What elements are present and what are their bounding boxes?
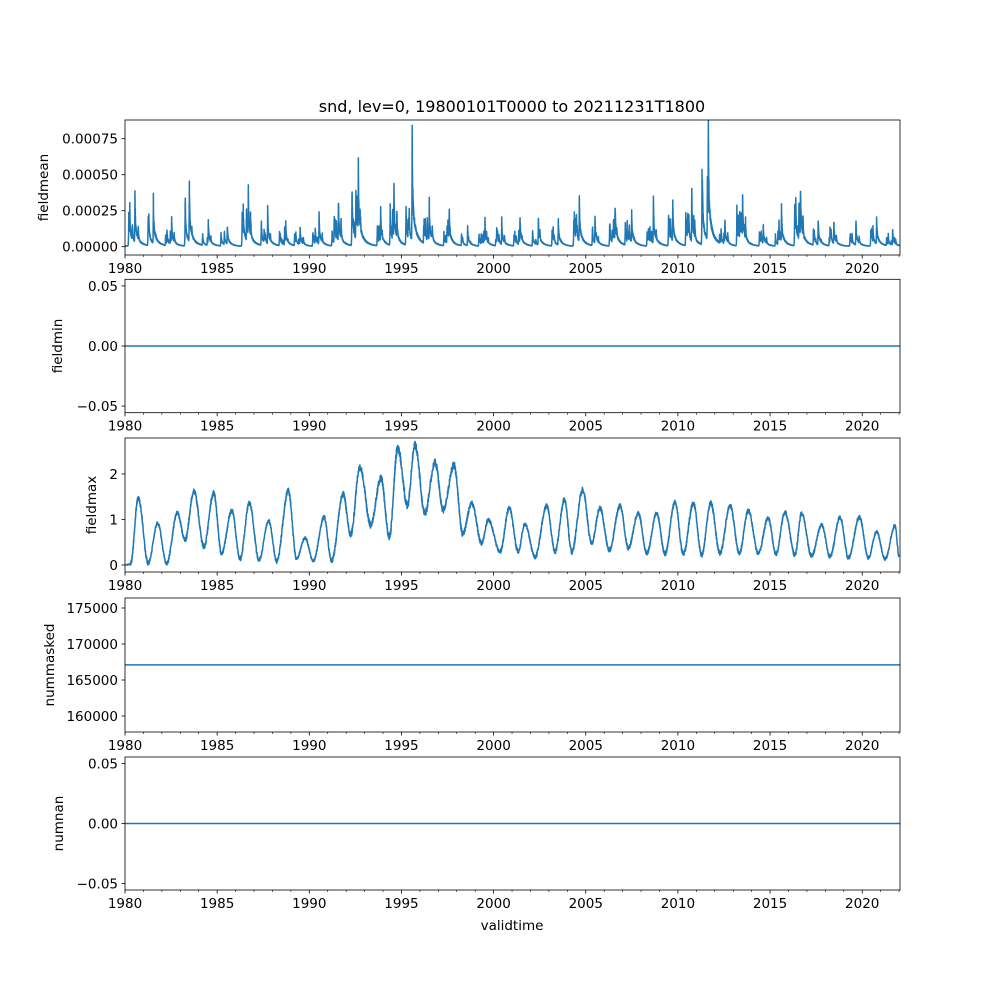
x-tick-label: 2020 bbox=[845, 419, 879, 435]
y-tick-label: 0.00075 bbox=[62, 132, 118, 148]
x-tick-label: 2005 bbox=[569, 896, 603, 912]
y-tick-label: 0.00 bbox=[88, 817, 118, 833]
x-tick-label: 1980 bbox=[108, 578, 142, 594]
x-tick-label: 1990 bbox=[292, 578, 326, 594]
y-tick-label: 160000 bbox=[66, 709, 118, 725]
x-tick-label: 2015 bbox=[753, 261, 787, 277]
y-tick-label: 0 bbox=[109, 558, 118, 574]
x-tick-label: 2015 bbox=[753, 896, 787, 912]
x-tick-label: 2020 bbox=[845, 738, 879, 754]
x-tick-label: 2005 bbox=[569, 261, 603, 277]
y-tick-label: 1 bbox=[109, 512, 118, 528]
x-axis-label: validtime bbox=[481, 918, 544, 934]
x-tick-label: 2010 bbox=[661, 261, 695, 277]
x-tick-label: 1995 bbox=[384, 419, 418, 435]
y-tick-label: −0.05 bbox=[77, 399, 118, 415]
x-tick-label: 1990 bbox=[292, 896, 326, 912]
y-tick-label: 0.00050 bbox=[62, 168, 118, 184]
y-axis-label: fieldmean bbox=[36, 154, 52, 221]
x-tick-label: 2010 bbox=[661, 896, 695, 912]
x-tick-label: 1980 bbox=[108, 261, 142, 277]
x-tick-label: 1985 bbox=[200, 261, 234, 277]
x-tick-label: 1985 bbox=[200, 419, 234, 435]
subplot-nummasked: 1980 1985 1990 1995 2000 2005 2010 2015 2020 1600… bbox=[42, 597, 901, 754]
x-tick-label: 2005 bbox=[569, 578, 603, 594]
x-tick-label: 1990 bbox=[292, 738, 326, 754]
y-tick-label: 0.00025 bbox=[62, 204, 118, 220]
y-tick-label: 0.00 bbox=[88, 339, 118, 355]
axes-frame bbox=[124, 437, 901, 573]
x-tick-label: 2000 bbox=[476, 419, 510, 435]
x-tick-label: 2015 bbox=[753, 738, 787, 754]
x-tick-label: 1990 bbox=[292, 261, 326, 277]
x-tick-label: 1990 bbox=[292, 419, 326, 435]
x-tick-label: 2000 bbox=[476, 738, 510, 754]
x-tick-label: 1995 bbox=[384, 578, 418, 594]
x-tick-label: 2015 bbox=[753, 419, 787, 435]
y-tick-label: 175000 bbox=[66, 601, 118, 617]
x-tick-label: 2020 bbox=[845, 896, 879, 912]
x-tick-label: 1995 bbox=[384, 738, 418, 754]
x-tick-label: 1995 bbox=[384, 261, 418, 277]
x-tick-label: 1980 bbox=[108, 896, 142, 912]
y-tick-label: −0.05 bbox=[77, 876, 118, 892]
x-tick-label: 2010 bbox=[661, 578, 695, 594]
subplot-fieldmax: 1980 1985 1990 1995 2000 2005 2010 2015 2020 0 1 2f… bbox=[84, 437, 901, 594]
chart-title: snd, lev=0, 19800101T0000 to 20211231T18… bbox=[319, 97, 705, 116]
subplot-numnan: 1980 1985 1990 1995 2000 2005 2010 2015 2020 −0.0… bbox=[51, 757, 901, 912]
subplot-fieldmean: 1980 1985 1990 1995 2000 2005 2010 2015 2020 0.00… bbox=[36, 119, 901, 277]
y-axis-label: numnan bbox=[51, 796, 67, 852]
axes-frame bbox=[124, 119, 901, 256]
x-tick-label: 2005 bbox=[569, 419, 603, 435]
x-tick-label: 1980 bbox=[108, 738, 142, 754]
y-tick-label: 170000 bbox=[66, 637, 118, 653]
x-tick-label: 2010 bbox=[661, 419, 695, 435]
y-axis-label: fieldmin bbox=[50, 319, 66, 374]
subplot-fieldmin: 1980 1985 1990 1995 2000 2005 2010 2015 2020 −0.0… bbox=[50, 278, 901, 435]
y-tick-label: 0.05 bbox=[88, 757, 118, 773]
y-tick-label: 2 bbox=[109, 467, 118, 483]
series-line-fieldmax bbox=[125, 440, 900, 566]
y-tick-label: 0.05 bbox=[88, 279, 118, 295]
x-tick-label: 2000 bbox=[476, 578, 510, 594]
x-tick-label: 2005 bbox=[569, 738, 603, 754]
axes-frame bbox=[124, 597, 901, 733]
y-tick-label: 165000 bbox=[66, 673, 118, 689]
y-tick-label: 0.00000 bbox=[62, 240, 118, 256]
series-line-fieldmean bbox=[125, 120, 900, 247]
x-tick-label: 1985 bbox=[200, 578, 234, 594]
x-tick-label: 1995 bbox=[384, 896, 418, 912]
x-tick-label: 2000 bbox=[476, 896, 510, 912]
subplots: 1980 1985 1990 1995 2000 2005 2010 2015 2020 0.00… bbox=[36, 119, 901, 912]
y-axis-label: fieldmax bbox=[84, 476, 100, 535]
x-tick-label: 2010 bbox=[661, 738, 695, 754]
x-tick-label: 2020 bbox=[845, 261, 879, 277]
x-tick-label: 2015 bbox=[753, 578, 787, 594]
x-tick-label: 1985 bbox=[200, 896, 234, 912]
x-tick-label: 1985 bbox=[200, 738, 234, 754]
x-tick-label: 2000 bbox=[476, 261, 510, 277]
x-tick-label: 2020 bbox=[845, 578, 879, 594]
y-axis-label: nummasked bbox=[42, 624, 58, 707]
x-tick-label: 1980 bbox=[108, 419, 142, 435]
